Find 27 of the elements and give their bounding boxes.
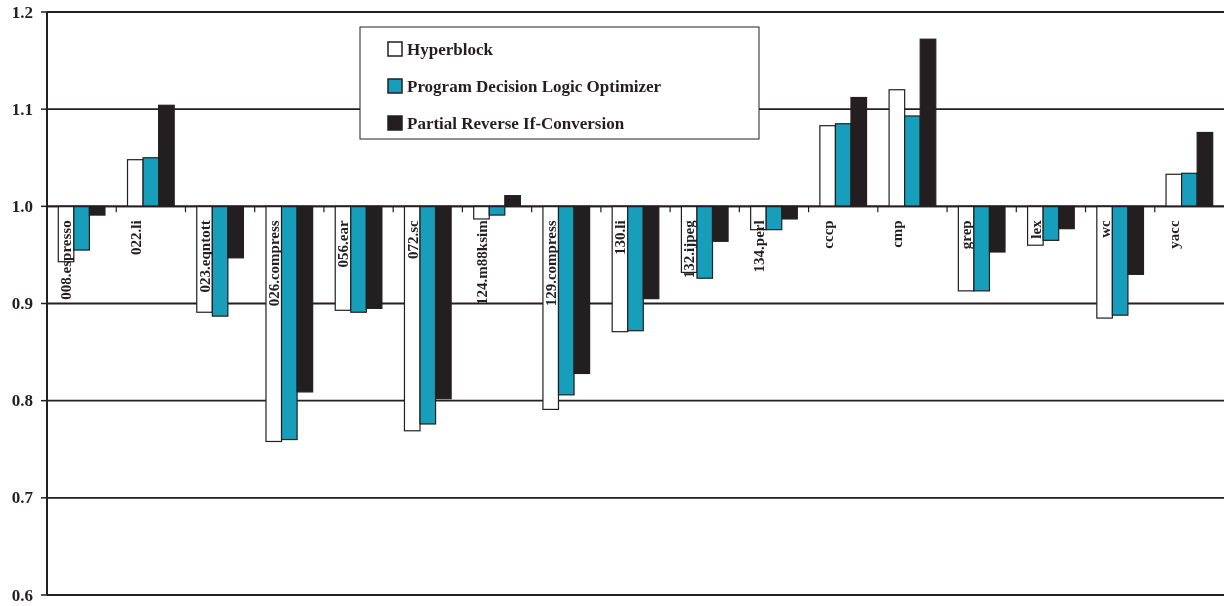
y-tick-label: 0.6 (11, 585, 33, 605)
x-tick-label: 026.compress (266, 220, 283, 307)
y-tick-label: 1.1 (11, 99, 33, 119)
y-tick-label: 0.8 (11, 391, 33, 411)
x-tick-label: yacc (1166, 220, 1183, 249)
x-tick-label: cmp (889, 220, 906, 248)
x-tick-label: 124.m88ksim (473, 219, 490, 305)
x-tick-label: wc (1096, 220, 1113, 238)
x-tick-label: 023.eqntott (196, 220, 213, 293)
x-tick-label: 130.li (612, 220, 629, 255)
x-tick-label: 129.compress (543, 220, 560, 307)
legend-label: Hyperblock (407, 39, 494, 59)
x-tick-label: 056.ear (335, 220, 352, 268)
x-tick-label: 022.li (127, 220, 144, 255)
x-tick-label: 008.espresso (58, 220, 75, 300)
y-tick-label: 1.2 (11, 2, 33, 22)
x-tick-label: 072.sc (404, 220, 421, 260)
y-tick-label: 0.9 (11, 294, 33, 313)
y-tick-label: 0.7 (11, 488, 34, 508)
legend-label: Partial Reverse If-Conversion (407, 113, 625, 133)
legend-label: Program Decision Logic Optimizer (407, 76, 662, 96)
x-tick-label: cccp (819, 220, 836, 249)
x-tick-label: 134.perl (750, 220, 767, 273)
x-tick-label: 132.ijpeg (681, 219, 698, 279)
x-tick-label: lex (1027, 219, 1044, 239)
y-tick-label: 1.0 (11, 196, 33, 216)
x-tick-label: grep (958, 220, 975, 250)
